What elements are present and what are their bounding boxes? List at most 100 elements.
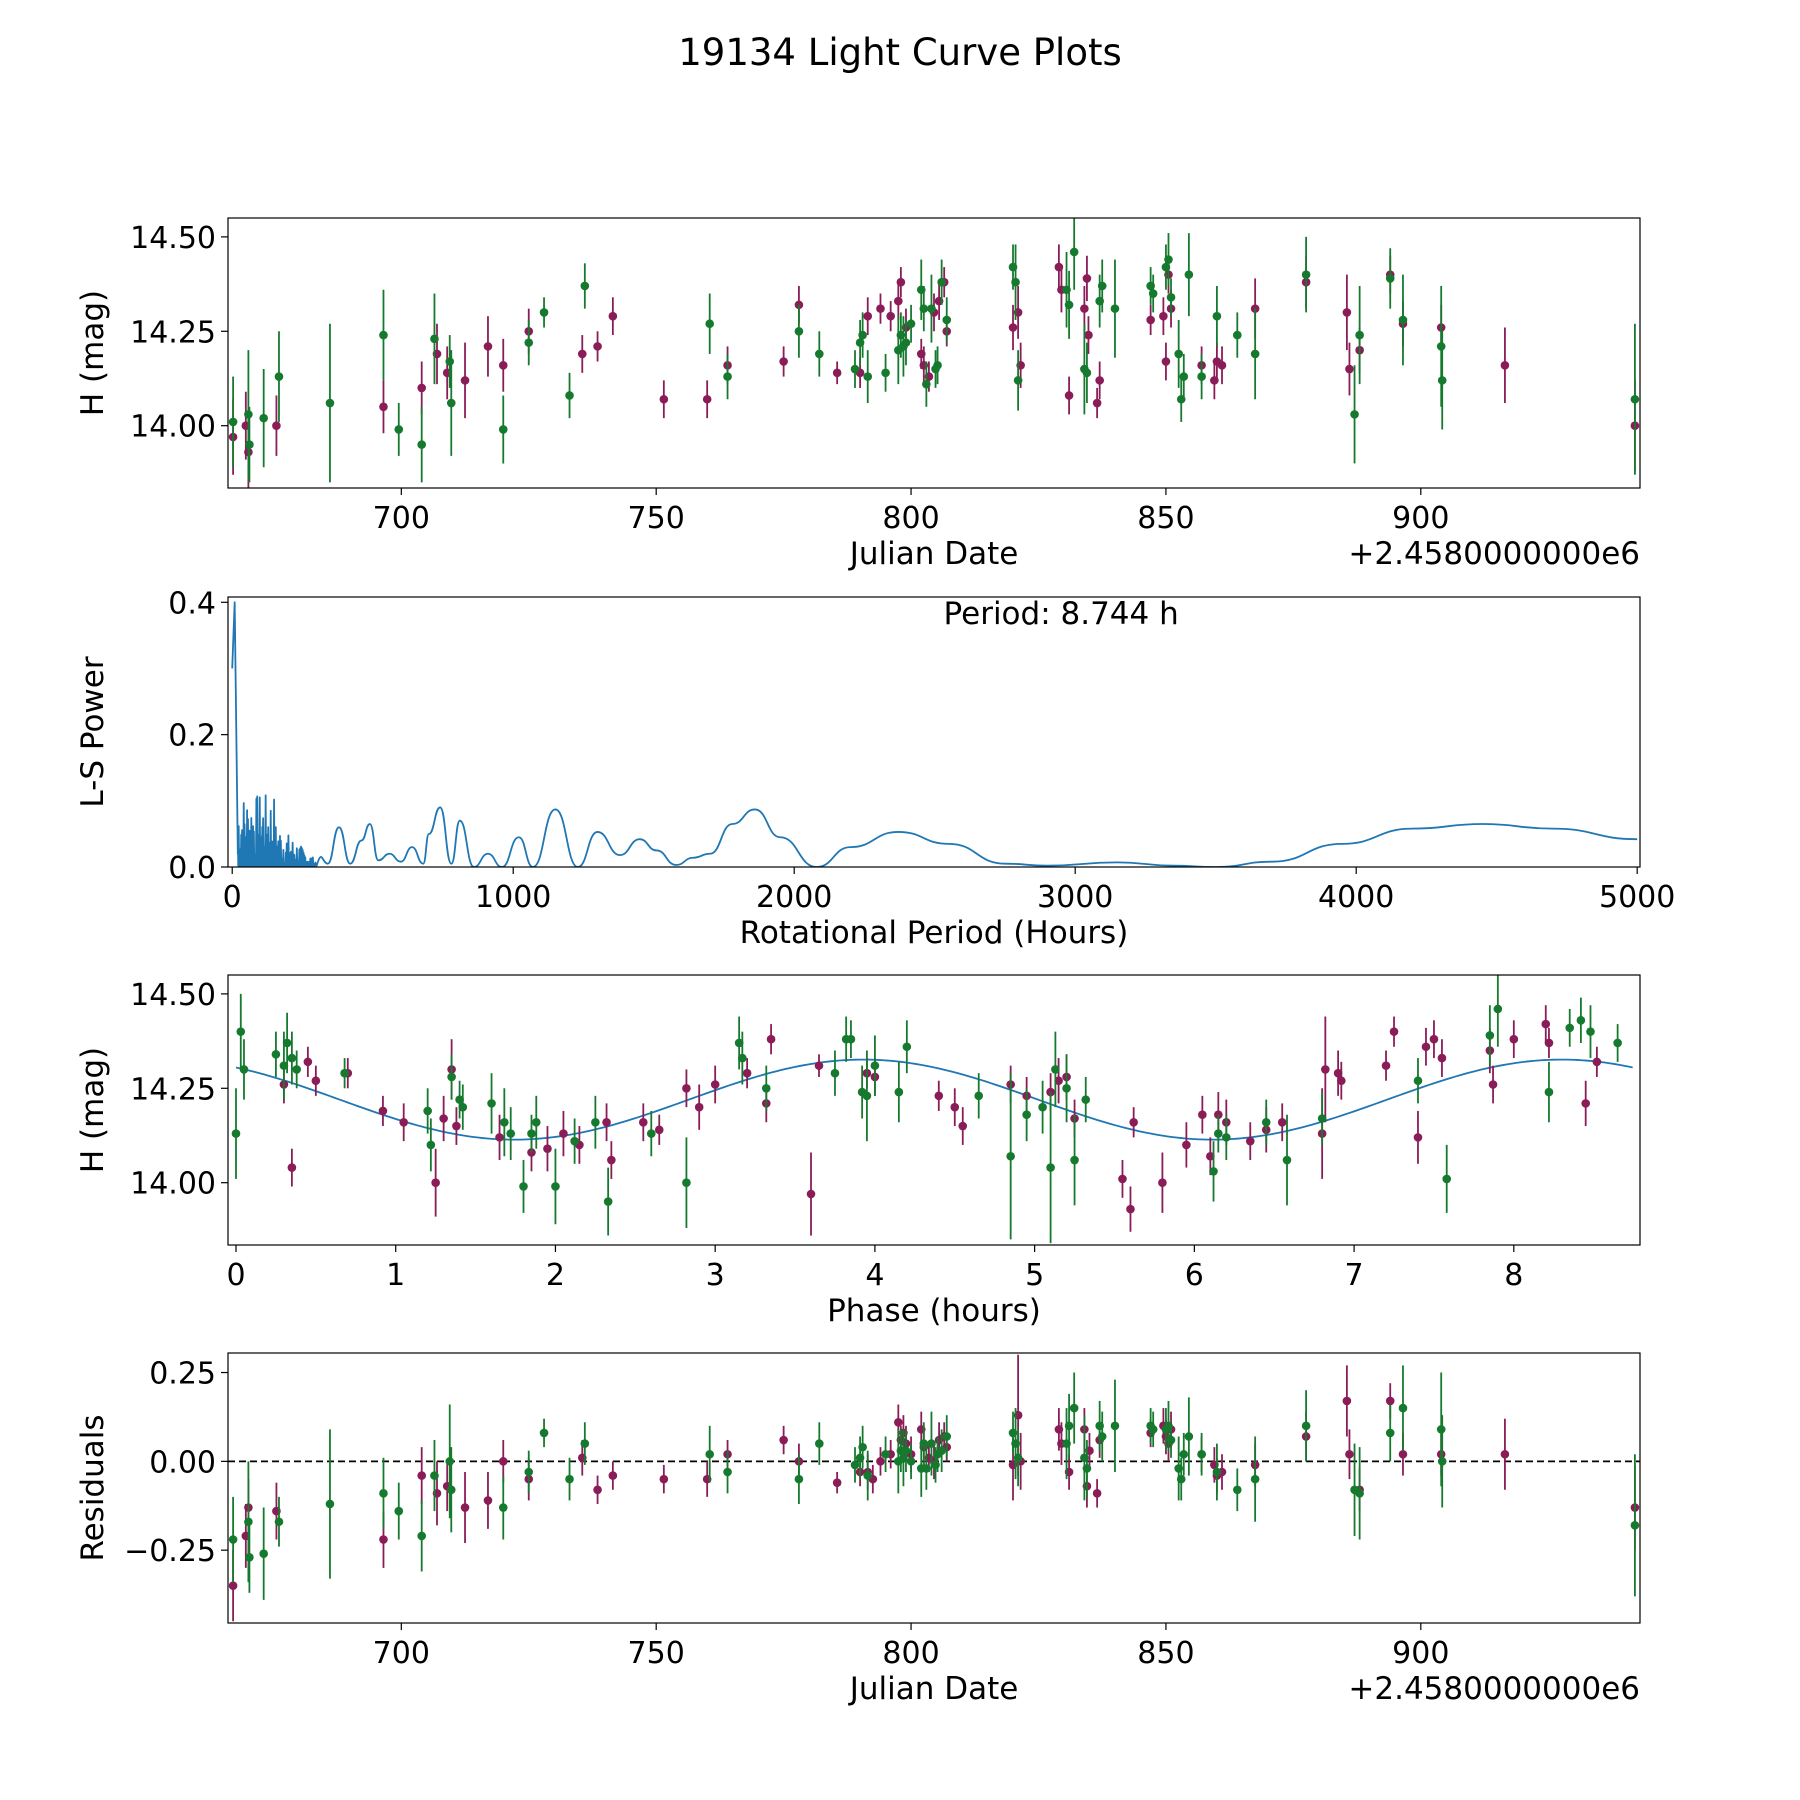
data-point — [239, 1065, 249, 1074]
data-point — [580, 1439, 590, 1448]
data-point — [379, 402, 388, 412]
data-point — [1541, 1019, 1551, 1029]
data-point — [447, 1072, 456, 1082]
x-tick-label: 900 — [1392, 1636, 1449, 1671]
data-point — [1197, 372, 1206, 381]
data-point — [779, 357, 788, 366]
y-tick-label: 0.4 — [168, 586, 216, 621]
data-point — [1385, 1396, 1395, 1406]
data-point — [1398, 1449, 1408, 1459]
y-axis-label: H (mag) — [75, 1047, 111, 1173]
data-point — [452, 1121, 461, 1131]
residuals-plot-area — [228, 1354, 1640, 1622]
data-point — [846, 1034, 856, 1044]
data-point — [919, 304, 929, 313]
data-point — [659, 394, 669, 404]
data-point — [1485, 1031, 1495, 1040]
data-point — [340, 1068, 349, 1078]
data-point — [602, 1117, 611, 1127]
data-point — [1146, 315, 1155, 325]
data-point — [1437, 376, 1447, 385]
x-axis-label: Julian Date — [848, 536, 1019, 572]
data-point — [815, 349, 824, 359]
data-point — [794, 326, 804, 336]
data-point — [1398, 1403, 1408, 1413]
data-point — [1301, 270, 1311, 279]
data-point — [1333, 1068, 1343, 1078]
data-point — [1097, 1432, 1107, 1441]
model-fit-curve — [235, 1058, 1633, 1141]
data-point — [862, 1091, 872, 1101]
data-point — [593, 1485, 602, 1495]
data-point — [379, 330, 388, 340]
data-point — [937, 277, 946, 287]
data-point — [1166, 293, 1176, 302]
data-point — [259, 413, 268, 423]
data-point — [806, 1189, 816, 1199]
filter-a-series — [228, 244, 1640, 488]
data-point — [927, 1439, 936, 1448]
data-point — [1509, 1034, 1519, 1044]
data-point — [682, 1178, 691, 1187]
data-point — [1355, 330, 1364, 340]
data-point — [1436, 342, 1446, 351]
data-point — [274, 372, 284, 381]
data-point — [922, 1464, 931, 1473]
data-point — [1586, 1027, 1595, 1036]
data-point — [1317, 1114, 1327, 1123]
data-point — [702, 394, 712, 404]
y-axis-label: Residuals — [75, 1414, 111, 1561]
data-point — [1592, 1057, 1602, 1067]
data-point — [498, 1457, 508, 1466]
data-point — [1429, 1034, 1439, 1044]
data-point — [1080, 304, 1089, 313]
data-point — [506, 1129, 516, 1138]
data-point — [394, 1506, 404, 1516]
data-point — [894, 1417, 903, 1427]
data-point — [1342, 1396, 1352, 1406]
y-tick-label: 14.00 — [130, 410, 216, 445]
data-point — [1261, 1117, 1271, 1127]
data-point — [455, 1095, 464, 1104]
data-point — [445, 1457, 455, 1466]
data-point — [498, 425, 508, 434]
data-point — [1345, 1449, 1354, 1459]
data-point — [1613, 1038, 1622, 1048]
data-point — [1064, 300, 1074, 310]
data-point — [292, 1065, 301, 1074]
phased-plot-area — [231, 975, 1633, 1244]
data-point — [245, 1552, 254, 1562]
data-point — [551, 1182, 560, 1191]
data-point — [1245, 1136, 1255, 1146]
data-point — [1282, 1155, 1292, 1165]
x-tick-label: 3 — [706, 1258, 725, 1293]
data-point — [458, 1102, 468, 1112]
data-point — [1198, 1110, 1207, 1120]
data-point — [287, 1163, 297, 1172]
data-point — [498, 1503, 508, 1512]
data-point — [886, 311, 895, 321]
data-point — [858, 330, 867, 340]
data-point — [1110, 1421, 1120, 1431]
data-point — [894, 296, 903, 306]
light-curve-panel: 700 750 800 850 900 14.00 14.25 14.50 Julian Dat… — [75, 217, 1641, 572]
data-point — [1092, 398, 1102, 408]
data-point — [483, 342, 493, 351]
data-point — [1095, 376, 1104, 385]
data-point — [906, 319, 916, 329]
data-point — [832, 1478, 842, 1487]
data-point — [1581, 1099, 1590, 1108]
x-tick-label: 5 — [1025, 1258, 1044, 1293]
data-point — [399, 1117, 409, 1127]
data-point — [1277, 1117, 1287, 1127]
data-point — [933, 360, 942, 370]
data-point — [1084, 330, 1093, 340]
data-point — [1164, 255, 1173, 264]
data-point — [325, 1499, 335, 1509]
data-point — [1069, 1403, 1079, 1413]
data-point — [1576, 1016, 1586, 1025]
data-point — [559, 1129, 568, 1138]
y-tick-label: 14.25 — [130, 315, 216, 350]
data-point — [607, 1155, 616, 1165]
x-tick-label: 1 — [386, 1258, 405, 1293]
